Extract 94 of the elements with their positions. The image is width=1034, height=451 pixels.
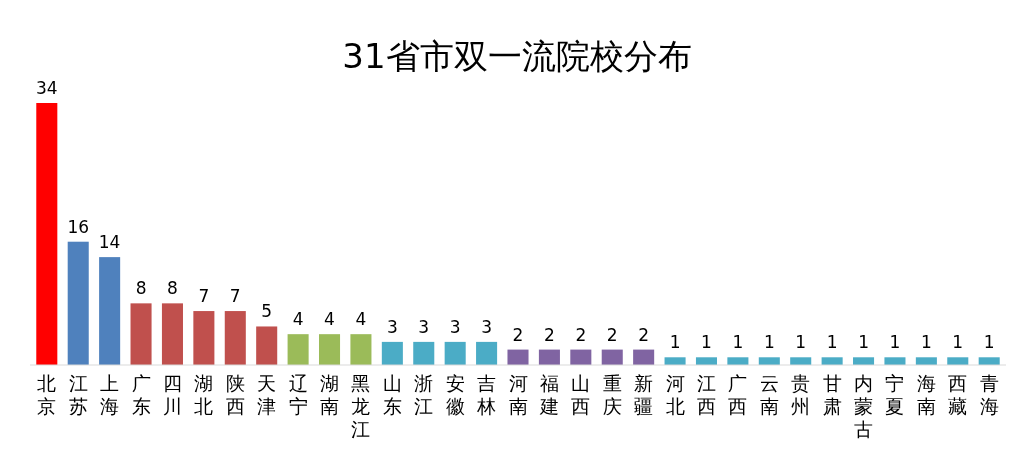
x-tick-label: 浙江 — [414, 372, 434, 417]
x-tick-label: 北京 — [37, 372, 57, 417]
data-label: 3 — [481, 316, 492, 337]
bar — [161, 303, 183, 365]
x-tick-label: 上海 — [100, 372, 120, 417]
x-tick-label: 福建 — [538, 372, 559, 417]
data-label: 3 — [418, 316, 430, 337]
chart-title: 31省市双一流院校分布 — [342, 36, 692, 76]
x-tick-label: 山东 — [382, 372, 402, 417]
x-tick-label: 青海 — [979, 372, 999, 417]
bar — [664, 357, 686, 365]
x-tick-label: 西藏 — [948, 372, 968, 417]
x-tick-label: 云南 — [759, 372, 779, 417]
data-label: 4 — [355, 309, 367, 330]
data-label: 14 — [98, 232, 121, 253]
bar — [633, 349, 655, 365]
bar — [381, 341, 403, 365]
x-tick-label: 广西 — [728, 372, 748, 417]
data-label: 3 — [449, 316, 461, 337]
bar — [99, 257, 121, 365]
data-label: 1 — [701, 332, 712, 353]
data-label: 7 — [198, 286, 210, 307]
data-label: 8 — [167, 278, 178, 299]
bar — [758, 357, 780, 365]
x-tick-label: 海南 — [916, 372, 936, 417]
bar — [915, 357, 937, 365]
bar — [947, 357, 969, 365]
x-tick-label: 贵州 — [791, 372, 811, 417]
x-tick-label: 陕西 — [225, 372, 245, 417]
data-label: 3 — [386, 316, 398, 337]
data-label: 1 — [952, 332, 964, 353]
x-tick-label: 湖北 — [194, 372, 214, 417]
data-label: 34 — [35, 78, 58, 98]
x-tick-label: 山西 — [571, 372, 591, 417]
bar — [193, 311, 215, 365]
x-tick-label: 安徽 — [445, 372, 465, 417]
x-tick-label: 黑龙江 — [351, 372, 371, 440]
x-tick-label: 江西 — [696, 372, 716, 417]
bar — [601, 349, 623, 365]
bar — [350, 334, 372, 365]
bar — [790, 357, 812, 365]
data-label: 2 — [638, 324, 650, 345]
bar — [727, 357, 749, 365]
x-tick-label: 河北 — [665, 372, 685, 417]
bar — [36, 103, 58, 365]
data-label: 4 — [324, 309, 335, 330]
x-tick-label: 辽宁 — [288, 372, 308, 417]
data-label: 2 — [575, 324, 587, 345]
bar — [413, 341, 435, 365]
x-tick-label: 宁夏 — [885, 372, 905, 417]
bar — [538, 349, 560, 365]
x-tick-label: 新疆 — [634, 372, 654, 417]
data-label: 5 — [261, 301, 273, 322]
x-tick-label: 天津 — [257, 372, 277, 417]
data-label: 1 — [920, 332, 932, 353]
x-tick-label: 河南 — [508, 372, 528, 417]
data-label: 7 — [229, 286, 241, 307]
x-tick-label: 四川 — [162, 372, 182, 417]
x-tick-label: 内蒙古 — [854, 372, 874, 440]
bar — [978, 357, 1000, 365]
data-label: 4 — [292, 309, 304, 330]
bar — [853, 357, 875, 365]
bar — [130, 303, 152, 365]
bar — [507, 349, 529, 365]
x-tick-label: 广东 — [131, 372, 151, 417]
data-label: 1 — [858, 332, 869, 353]
bar — [444, 341, 466, 365]
bar — [319, 334, 341, 365]
bar — [695, 357, 717, 365]
bar — [884, 357, 906, 365]
x-tick-label: 重庆 — [602, 372, 622, 417]
data-label: 1 — [795, 332, 807, 353]
data-label: 1 — [889, 332, 901, 353]
x-tick-label: 甘肃 — [822, 372, 842, 417]
data-label: 8 — [135, 278, 147, 299]
bar — [287, 334, 309, 365]
bar — [821, 357, 843, 365]
data-label: 1 — [826, 332, 838, 353]
data-label: 1 — [983, 332, 995, 353]
bar — [476, 341, 498, 365]
x-tick-label: 江苏 — [68, 372, 88, 417]
x-tick-label: 吉林 — [476, 372, 497, 417]
data-label: 2 — [606, 324, 618, 345]
bar — [570, 349, 592, 365]
data-label: 2 — [544, 324, 555, 345]
data-label: 1 — [763, 332, 775, 353]
bar — [256, 326, 278, 365]
x-tick-label: 湖南 — [320, 372, 340, 417]
bar — [224, 311, 246, 365]
data-label: 2 — [512, 324, 524, 345]
bar — [67, 241, 89, 365]
data-label: 16 — [67, 216, 90, 237]
data-label: 1 — [669, 332, 681, 353]
data-label: 1 — [732, 332, 744, 353]
